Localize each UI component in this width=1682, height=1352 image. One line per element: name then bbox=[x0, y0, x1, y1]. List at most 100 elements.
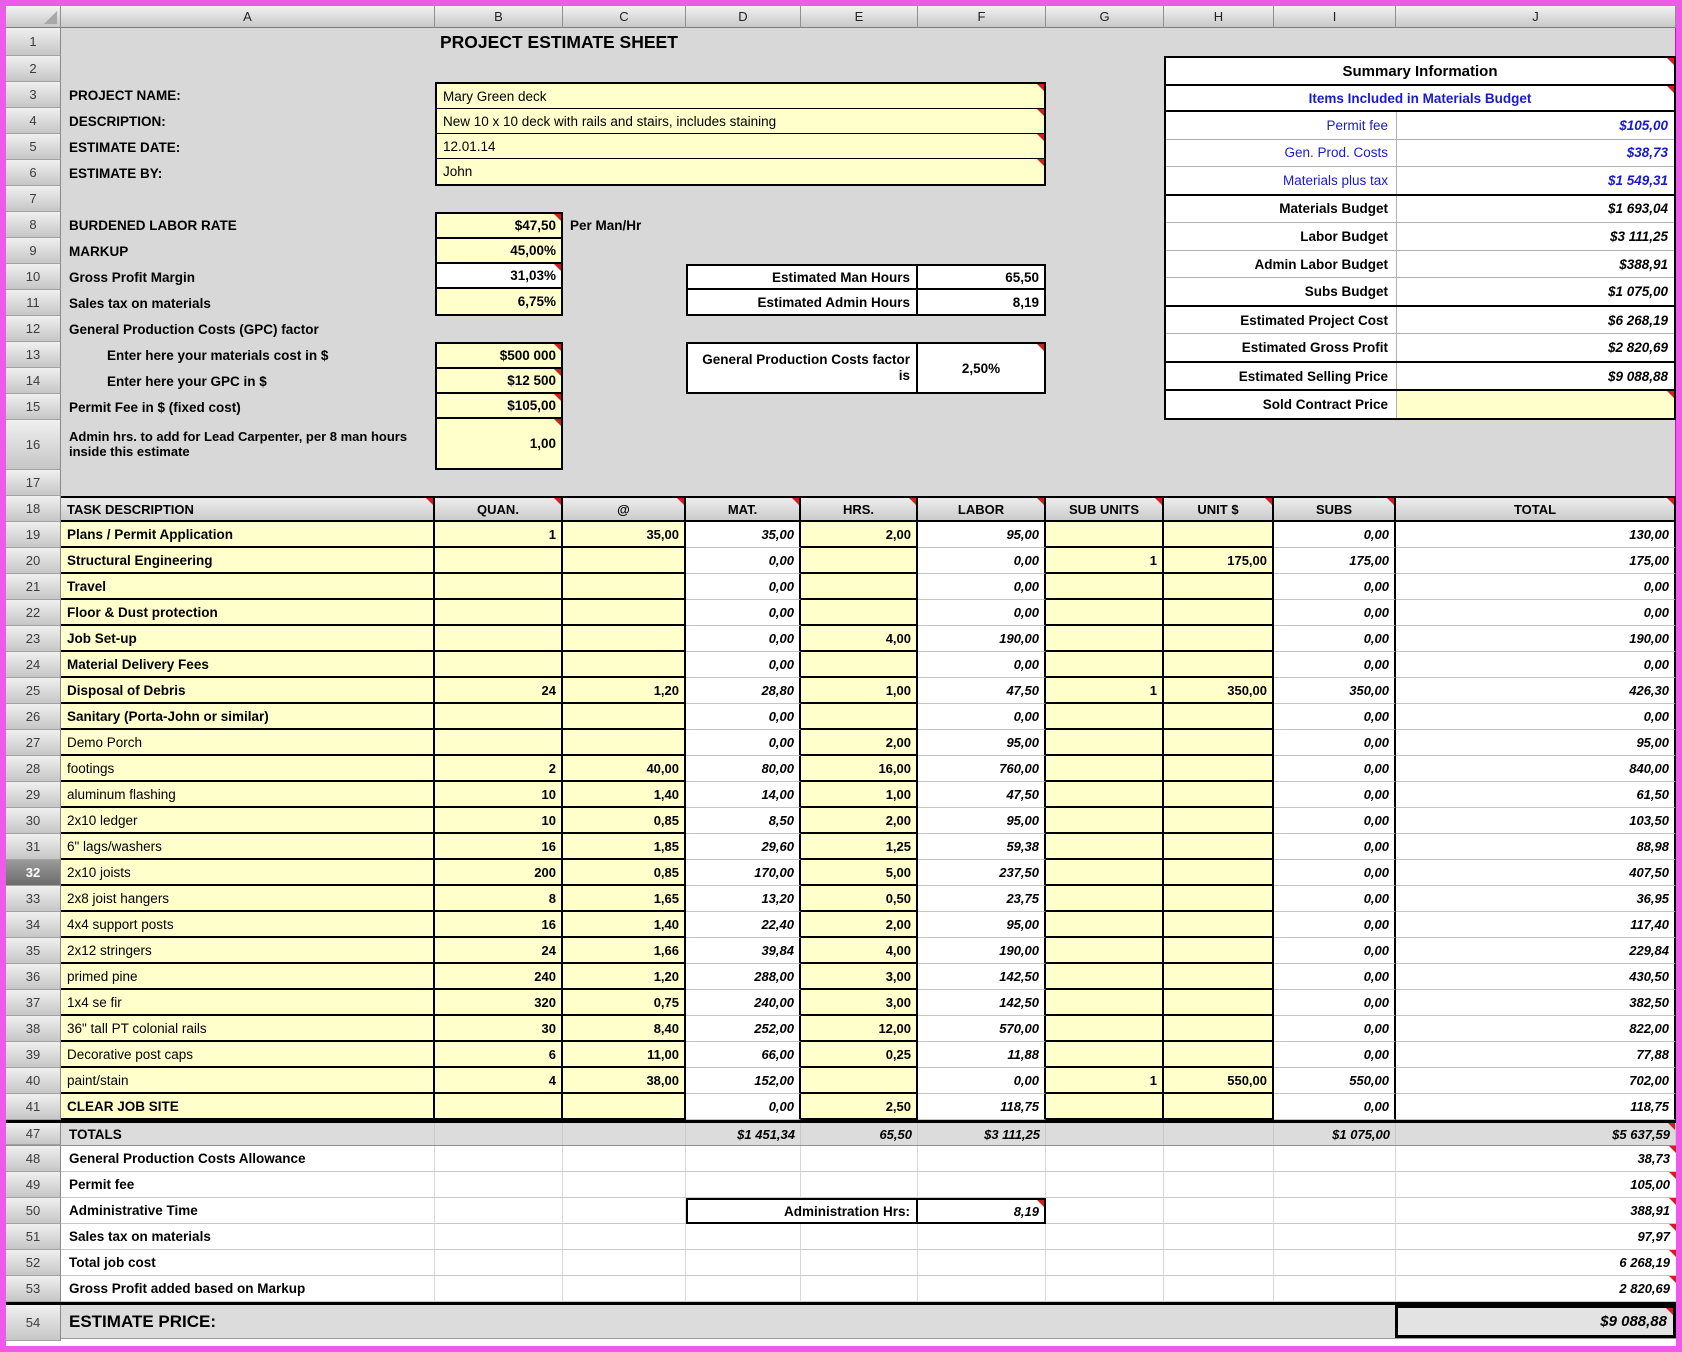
cell[interactable] bbox=[435, 730, 563, 756]
task-desc[interactable]: footings bbox=[61, 756, 435, 782]
cell[interactable]: 35,00 bbox=[686, 522, 801, 548]
cell[interactable]: 2,00 bbox=[801, 730, 918, 756]
gpc-factor-value[interactable]: 2,50% bbox=[961, 360, 1001, 376]
cell[interactable] bbox=[563, 1123, 686, 1145]
cell[interactable] bbox=[1046, 1276, 1164, 1302]
cell[interactable]: 350,00 bbox=[1164, 678, 1274, 704]
summary-value[interactable] bbox=[1396, 391, 1674, 419]
cell[interactable]: 1,00 bbox=[801, 678, 918, 704]
cell[interactable]: 95,00 bbox=[918, 808, 1046, 834]
task-desc[interactable]: Plans / Permit Application bbox=[61, 522, 435, 548]
cell[interactable]: 0,00 bbox=[1274, 782, 1396, 808]
cell[interactable]: 59,38 bbox=[918, 834, 1046, 860]
cell[interactable] bbox=[801, 1250, 918, 1276]
cell[interactable] bbox=[563, 1146, 686, 1172]
cell[interactable]: 16 bbox=[435, 834, 563, 860]
cell[interactable]: 1,66 bbox=[563, 938, 686, 964]
col-hrs-[interactable]: HRS. bbox=[801, 496, 918, 522]
cell[interactable]: 23,75 bbox=[918, 886, 1046, 912]
row-header-15[interactable]: 15 bbox=[6, 394, 61, 420]
cell[interactable]: 0,00 bbox=[1274, 1042, 1396, 1068]
row-header-5[interactable]: 5 bbox=[6, 134, 61, 160]
cell[interactable]: 0,00 bbox=[1274, 912, 1396, 938]
row-6-label[interactable]: ESTIMATE BY: bbox=[69, 165, 163, 181]
cell[interactable] bbox=[1046, 1198, 1164, 1224]
cell[interactable] bbox=[435, 1276, 563, 1302]
cell[interactable]: 0,00 bbox=[1274, 522, 1396, 548]
cell[interactable] bbox=[1164, 1198, 1274, 1224]
cell[interactable]: 0,00 bbox=[1274, 704, 1396, 730]
cell[interactable] bbox=[563, 1198, 686, 1224]
task-desc[interactable]: Sanitary (Porta-John or similar) bbox=[61, 704, 435, 730]
row-header-4[interactable]: 4 bbox=[6, 108, 61, 134]
summary-value[interactable]: $1 075,00 bbox=[1396, 278, 1674, 305]
row-header-1[interactable]: 1 bbox=[6, 28, 61, 56]
cell[interactable]: 0,00 bbox=[686, 1094, 801, 1120]
col-subs[interactable]: SUBS bbox=[1274, 496, 1396, 522]
row-header-41[interactable]: 41 bbox=[6, 1094, 61, 1120]
cell[interactable]: 14,00 bbox=[686, 782, 801, 808]
cell[interactable] bbox=[435, 600, 563, 626]
row-header-2[interactable]: 2 bbox=[6, 56, 61, 82]
row-10-label[interactable]: Gross Profit Margin bbox=[69, 269, 196, 285]
estimate-price-value[interactable]: $9 088,88 bbox=[1395, 1305, 1676, 1338]
row-header-28[interactable]: 28 bbox=[6, 756, 61, 782]
cell[interactable] bbox=[563, 704, 686, 730]
cell[interactable]: 38,00 bbox=[563, 1068, 686, 1094]
task-desc[interactable]: 6" lags/washers bbox=[61, 834, 435, 860]
cell[interactable] bbox=[1046, 1016, 1164, 1042]
task-desc[interactable]: Travel bbox=[61, 574, 435, 600]
line-total[interactable]: 97,97 bbox=[1396, 1224, 1676, 1250]
cell[interactable]: 88,98 bbox=[1396, 834, 1676, 860]
totals-label[interactable]: TOTALS bbox=[61, 1123, 435, 1145]
cell[interactable] bbox=[563, 1172, 686, 1198]
cell[interactable] bbox=[563, 548, 686, 574]
cell[interactable]: 95,00 bbox=[918, 912, 1046, 938]
cell[interactable]: 0,00 bbox=[1396, 600, 1676, 626]
cell[interactable] bbox=[1164, 626, 1274, 652]
cell[interactable]: 1,85 bbox=[563, 834, 686, 860]
form-value-cell[interactable]: 12.01.14 bbox=[437, 134, 1044, 159]
column-header-a[interactable]: A bbox=[61, 6, 435, 28]
cell[interactable] bbox=[1046, 756, 1164, 782]
rate-value-cell[interactable]: 1,00 bbox=[437, 419, 561, 468]
cell[interactable]: 1,40 bbox=[563, 912, 686, 938]
cell[interactable]: 0,00 bbox=[686, 574, 801, 600]
col-labor[interactable]: LABOR bbox=[918, 496, 1046, 522]
cell[interactable]: 142,50 bbox=[918, 964, 1046, 990]
line-total[interactable]: 38,73 bbox=[1396, 1146, 1676, 1172]
cell[interactable]: 190,00 bbox=[918, 938, 1046, 964]
cell[interactable]: 130,00 bbox=[1396, 522, 1676, 548]
cell[interactable]: 0,00 bbox=[686, 548, 801, 574]
cell[interactable]: 1,25 bbox=[801, 834, 918, 860]
cell[interactable] bbox=[1046, 1094, 1164, 1120]
cell[interactable]: 118,75 bbox=[1396, 1094, 1676, 1120]
cell[interactable]: 0,00 bbox=[1274, 756, 1396, 782]
row-5-label[interactable]: ESTIMATE DATE: bbox=[69, 139, 181, 155]
cell[interactable]: 1,20 bbox=[563, 678, 686, 704]
cell[interactable]: 0,00 bbox=[1274, 1094, 1396, 1120]
totals-total[interactable]: $5 637,59 bbox=[1396, 1123, 1676, 1145]
cell[interactable]: 840,00 bbox=[1396, 756, 1676, 782]
row-header-37[interactable]: 37 bbox=[6, 990, 61, 1016]
cell[interactable] bbox=[563, 1224, 686, 1250]
cell[interactable] bbox=[1046, 1123, 1164, 1145]
row-header-9[interactable]: 9 bbox=[6, 238, 61, 264]
cell[interactable]: 117,40 bbox=[1396, 912, 1676, 938]
cell[interactable]: 0,00 bbox=[1274, 860, 1396, 886]
column-header-g[interactable]: G bbox=[1046, 6, 1164, 28]
cell[interactable] bbox=[1046, 652, 1164, 678]
row-15-label[interactable]: Permit Fee in $ (fixed cost) bbox=[69, 399, 241, 415]
totals-labor[interactable]: $3 111,25 bbox=[918, 1123, 1046, 1145]
cell[interactable]: 11,00 bbox=[563, 1042, 686, 1068]
cell[interactable]: 0,00 bbox=[1396, 704, 1676, 730]
cell[interactable]: 175,00 bbox=[1274, 548, 1396, 574]
cell[interactable]: 175,00 bbox=[1396, 548, 1676, 574]
cell[interactable] bbox=[1046, 1224, 1164, 1250]
cell[interactable]: 0,00 bbox=[1396, 652, 1676, 678]
cell[interactable] bbox=[1046, 626, 1164, 652]
cell[interactable]: 3,00 bbox=[801, 964, 918, 990]
cell[interactable]: 0,85 bbox=[563, 860, 686, 886]
cell[interactable] bbox=[435, 1094, 563, 1120]
cell[interactable] bbox=[435, 574, 563, 600]
